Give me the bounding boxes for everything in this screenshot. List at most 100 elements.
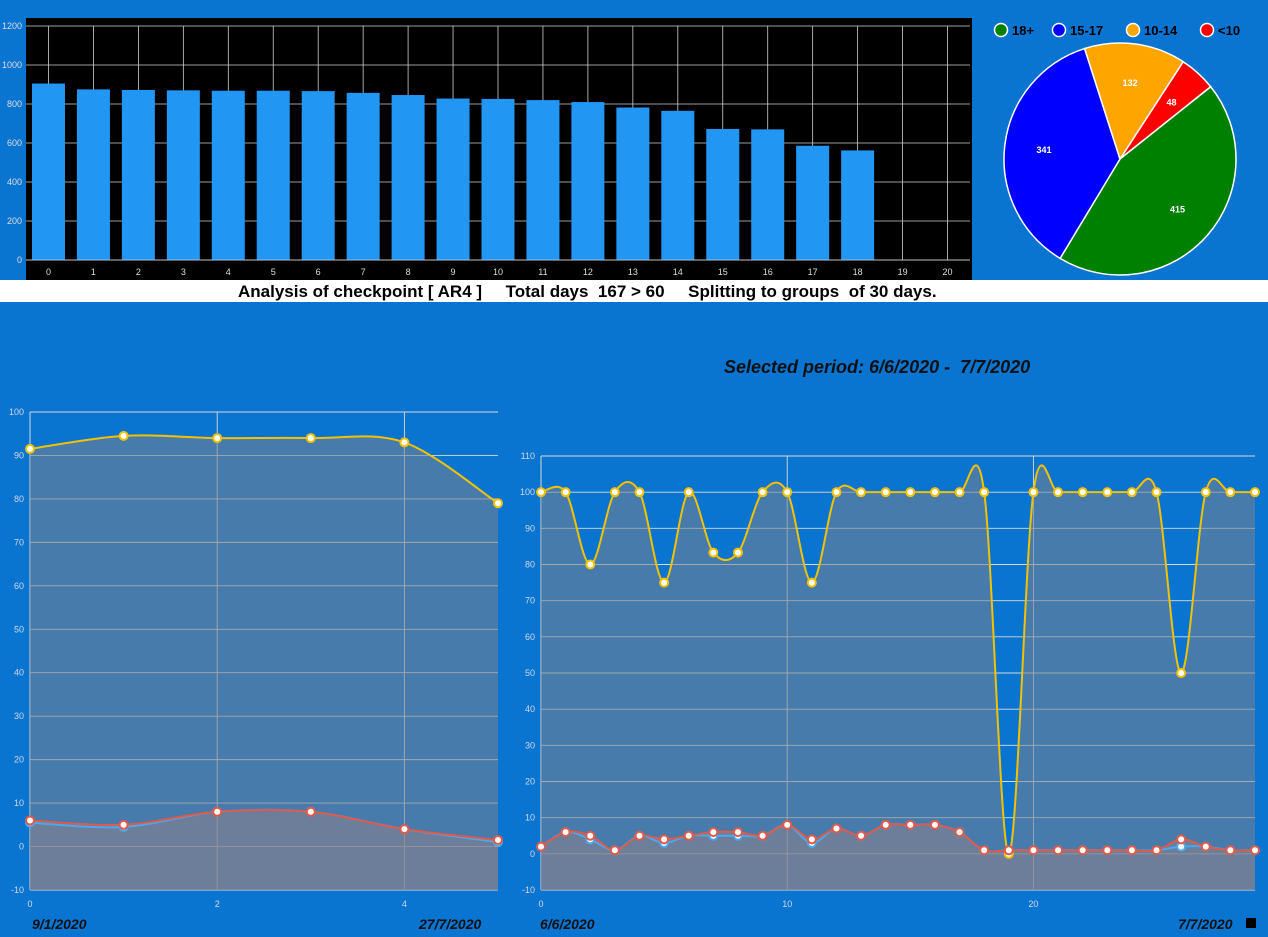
series-point xyxy=(1250,487,1260,498)
series-point xyxy=(979,487,990,498)
series-point xyxy=(880,819,891,830)
series-point xyxy=(560,827,571,838)
bar-x-tick-label: 3 xyxy=(181,267,186,277)
line-y-tick-label: 50 xyxy=(14,624,24,634)
series-point xyxy=(212,806,223,817)
series-point xyxy=(493,835,503,846)
bar xyxy=(661,110,695,260)
series-point xyxy=(1225,845,1236,856)
line-y-tick-label: 30 xyxy=(14,711,24,721)
bar xyxy=(481,98,515,261)
line-y-tick-label: 10 xyxy=(14,798,24,808)
bar-x-tick-label: 4 xyxy=(226,267,231,277)
bar xyxy=(751,129,785,260)
series-point xyxy=(1077,845,1088,856)
series-point xyxy=(1200,841,1211,852)
series-point xyxy=(1176,834,1187,845)
bar xyxy=(571,102,605,260)
area-fill-primary xyxy=(541,465,1255,890)
series-point xyxy=(708,547,719,558)
series-point xyxy=(399,824,410,835)
series-point xyxy=(536,487,546,498)
legend-label: 10-14 xyxy=(1144,23,1178,38)
bar-x-tick-label: 10 xyxy=(493,267,503,277)
legend-marker xyxy=(1051,22,1067,38)
area-fill-secondary xyxy=(30,809,498,890)
line-y-tick-label: 40 xyxy=(525,704,535,714)
series-point xyxy=(732,827,743,838)
bar xyxy=(391,95,425,260)
bar-x-tick-label: 14 xyxy=(673,267,683,277)
left-start-date: 9/1/2020 xyxy=(32,916,87,932)
series-point xyxy=(634,830,645,841)
series-point xyxy=(634,487,645,498)
series-point xyxy=(305,433,316,444)
legend-marker xyxy=(1125,22,1141,38)
bar xyxy=(211,90,245,261)
series-point xyxy=(954,827,965,838)
series-point xyxy=(560,487,571,498)
bar xyxy=(346,92,380,260)
bar xyxy=(121,89,155,261)
series-point xyxy=(25,815,35,826)
line-y-tick-label: 70 xyxy=(14,537,24,547)
bar xyxy=(436,98,470,260)
line-y-tick-label: 60 xyxy=(14,581,24,591)
series-point xyxy=(1151,845,1162,856)
bar xyxy=(31,83,65,261)
bar-x-tick-label: 13 xyxy=(628,267,638,277)
series-point xyxy=(683,487,694,498)
line-y-tick-label: 90 xyxy=(525,523,535,533)
line-y-tick-label: -10 xyxy=(11,885,24,895)
bar-x-tick-label: 2 xyxy=(136,267,141,277)
series-point xyxy=(585,559,596,570)
bar-x-tick-label: 9 xyxy=(451,267,456,277)
line-y-tick-label: 20 xyxy=(525,777,535,787)
legend-label: 18+ xyxy=(1012,23,1034,38)
series-point xyxy=(954,487,965,498)
series-point xyxy=(1126,845,1137,856)
bar xyxy=(76,89,110,260)
series-point xyxy=(399,437,410,448)
series-point xyxy=(782,819,793,830)
legend-label: 15-17 xyxy=(1070,23,1103,38)
line-y-tick-label: 60 xyxy=(525,632,535,642)
series-point xyxy=(118,819,129,830)
line-x-tick-label: 0 xyxy=(538,899,543,908)
line-y-tick-label: 20 xyxy=(14,755,24,765)
pie-slice-label: 132 xyxy=(1123,78,1138,88)
stop-icon[interactable] xyxy=(1246,918,1256,928)
series-point xyxy=(831,487,842,498)
series-point xyxy=(1176,668,1187,678)
legend-marker xyxy=(1199,22,1215,38)
series-point xyxy=(708,827,719,838)
series-point xyxy=(1028,845,1039,856)
series-point xyxy=(1225,487,1236,498)
pie-slice xyxy=(1059,85,1237,276)
series-line xyxy=(29,434,499,505)
left-end-date: 27/7/2020 xyxy=(419,916,482,932)
bar-y-tick-label: 1200 xyxy=(2,21,22,31)
line-x-tick-label: 20 xyxy=(1028,899,1038,908)
bar-x-tick-label: 16 xyxy=(763,267,773,277)
series-point xyxy=(806,834,817,845)
series-point xyxy=(305,806,316,817)
series-point xyxy=(1200,487,1211,498)
line-y-tick-label: 90 xyxy=(14,450,24,460)
series-point xyxy=(856,487,867,498)
series-point xyxy=(806,577,817,588)
series-point xyxy=(493,498,503,509)
pie-slice-label: 415 xyxy=(1170,204,1185,214)
line-x-tick-label: 0 xyxy=(27,899,32,908)
line-y-tick-label: 10 xyxy=(525,813,535,823)
line-x-tick-label: 10 xyxy=(782,899,792,908)
series-point xyxy=(118,430,129,441)
bar xyxy=(616,107,650,260)
series-point xyxy=(25,443,35,454)
series-point xyxy=(1126,487,1137,498)
bar-x-tick-label: 1 xyxy=(91,267,96,277)
line-y-tick-label: 110 xyxy=(521,451,535,461)
series-line xyxy=(29,808,499,842)
